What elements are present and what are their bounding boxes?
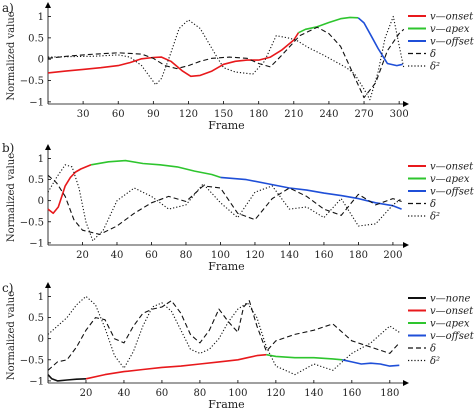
- series-line: [47, 26, 405, 99]
- series-line: [90, 159, 221, 179]
- legend-label: δ²: [430, 212, 440, 223]
- series-line: [47, 15, 405, 101]
- legend-label: v—onset: [430, 306, 474, 317]
- panel-label: c): [2, 281, 13, 295]
- y-tick-label: −0.5: [20, 217, 44, 228]
- x-axis-label: Frame: [208, 398, 244, 410]
- series-line: [266, 353, 343, 361]
- y-tick-label: 1: [38, 292, 44, 303]
- x-tick-label: 60: [156, 388, 169, 399]
- y-tick-label: 1: [38, 12, 44, 23]
- legend-label: δ²: [430, 356, 440, 367]
- y-axis-label: Normalized value: [6, 11, 17, 100]
- series-line: [47, 174, 402, 235]
- legend-label: v—apex: [430, 24, 470, 35]
- y-tick-label: 1: [38, 154, 44, 165]
- x-tick-label: 40: [118, 388, 131, 399]
- y-tick-label: −0.5: [20, 76, 44, 87]
- y-tick-label: −1: [29, 97, 44, 108]
- y-tick-label: 0: [38, 55, 44, 66]
- x-axis-arrow: [403, 242, 409, 248]
- y-axis-arrow: [45, 144, 51, 150]
- legend-label: v—none: [430, 294, 471, 305]
- series-line: [47, 32, 300, 78]
- x-tick-label: 90: [147, 109, 160, 120]
- x-tick-label: 80: [180, 250, 193, 261]
- panel-label: b): [2, 141, 14, 155]
- x-tick-label: 200: [383, 250, 402, 261]
- legend-label: v—onset: [430, 12, 474, 23]
- x-tick-label: 140: [280, 250, 299, 261]
- x-tick-label: 240: [319, 109, 338, 120]
- y-tick-label: 0.5: [28, 175, 44, 186]
- series-line: [220, 176, 402, 210]
- series-line: [342, 359, 400, 367]
- x-axis-label: Frame: [208, 119, 244, 132]
- series-line: [85, 353, 267, 380]
- series-line: [357, 17, 403, 67]
- legend-label: v—offset: [430, 331, 474, 342]
- legend-label: v—offset: [430, 187, 474, 198]
- x-tick-label: 40: [111, 250, 124, 261]
- y-tick-label: −1: [29, 238, 44, 249]
- legend-label: δ: [430, 344, 436, 355]
- y-tick-label: 0.5: [28, 33, 44, 44]
- x-tick-label: 120: [179, 109, 198, 120]
- x-tick-label: 300: [390, 109, 409, 120]
- x-tick-label: 100: [228, 388, 247, 399]
- y-tick-label: 0: [38, 334, 44, 345]
- y-tick-label: 0.5: [28, 313, 44, 324]
- x-tick-label: 30: [77, 109, 90, 120]
- y-axis-label: Normalized value: [6, 291, 17, 380]
- legend-label: v—onset: [430, 162, 474, 173]
- x-axis-arrow: [403, 380, 409, 386]
- legend-label: δ²: [430, 62, 440, 73]
- chart-panel-1: a) −1 −0.5 0 0.5 1 30 60 90 120 150 180 210 240 270 300…: [2, 1, 474, 132]
- x-axis-arrow: [403, 101, 409, 107]
- series-line: [47, 295, 400, 376]
- y-axis-arrow: [45, 2, 51, 8]
- legend-label: v—offset: [430, 37, 474, 48]
- series-line: [47, 164, 402, 242]
- y-tick-label: −0.5: [20, 355, 44, 366]
- x-tick-label: 270: [354, 109, 373, 120]
- series-line: [47, 300, 400, 371]
- legend-label: v—apex: [430, 174, 470, 185]
- x-tick-label: 120: [245, 250, 264, 261]
- y-tick-label: 0: [38, 196, 44, 207]
- x-tick-label: 20: [80, 388, 93, 399]
- x-tick-label: 160: [342, 388, 361, 399]
- x-tick-label: 180: [349, 250, 368, 261]
- panel-label: a): [2, 1, 14, 15]
- x-tick-label: 180: [249, 109, 268, 120]
- y-axis-label: Normalized value: [6, 153, 17, 242]
- x-tick-label: 180: [380, 388, 399, 399]
- x-tick-label: 210: [284, 109, 303, 120]
- x-tick-label: 160: [314, 250, 333, 261]
- x-tick-label: 120: [266, 388, 285, 399]
- legend-label: v—apex: [430, 319, 470, 330]
- x-tick-label: 20: [76, 250, 89, 261]
- x-tick-label: 150: [214, 109, 233, 120]
- x-tick-label: 100: [211, 250, 230, 261]
- x-tick-label: 60: [145, 250, 158, 261]
- x-tick-label: 140: [304, 388, 323, 399]
- x-tick-label: 60: [112, 109, 125, 120]
- legend-label: δ: [430, 199, 436, 210]
- y-tick-label: −1: [29, 376, 44, 387]
- series-line: [47, 374, 87, 382]
- x-tick-label: 80: [194, 388, 207, 399]
- y-axis-arrow: [45, 282, 51, 288]
- series-line: [298, 16, 359, 34]
- x-axis-label: Frame: [208, 260, 244, 273]
- series-line: [47, 164, 92, 215]
- legend-label: δ: [430, 49, 436, 60]
